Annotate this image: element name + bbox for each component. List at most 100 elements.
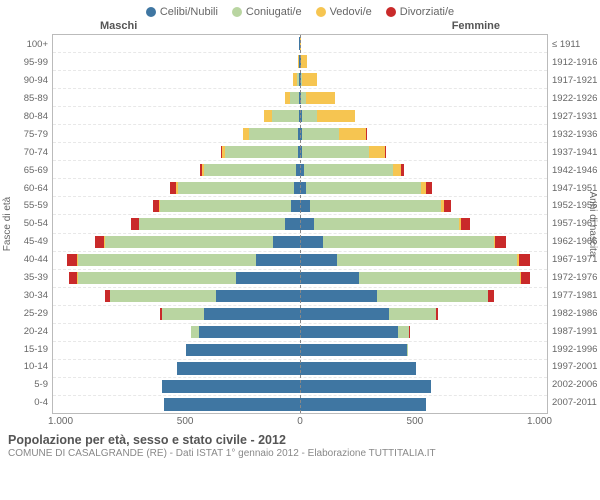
- female-bar: [300, 306, 547, 323]
- segment: [300, 200, 310, 212]
- segment: [461, 218, 470, 230]
- legend-swatch: [316, 7, 326, 17]
- male-bar: [53, 161, 300, 178]
- year-tick: 2007-2011: [552, 397, 600, 408]
- age-tick: 15-19: [0, 344, 48, 355]
- segment: [131, 218, 138, 230]
- female-bar: [300, 360, 547, 377]
- legend-item: Coniugati/e: [232, 6, 302, 18]
- segment: [488, 290, 494, 302]
- segment: [398, 326, 409, 338]
- segment: [300, 344, 407, 356]
- female-bar: [300, 107, 547, 124]
- segment: [78, 254, 256, 266]
- segment: [204, 308, 300, 320]
- segment: [323, 236, 493, 248]
- female-bar: [300, 179, 547, 196]
- segment: [160, 200, 291, 212]
- segment: [300, 290, 377, 302]
- segment: [162, 380, 300, 392]
- age-tick: 75-79: [0, 129, 48, 140]
- segment: [110, 290, 216, 302]
- segment: [178, 182, 294, 194]
- male-bar: [53, 53, 300, 70]
- year-tick: 1982-1986: [552, 308, 600, 319]
- x-tick: 500: [407, 416, 424, 427]
- segment: [273, 236, 300, 248]
- segment: [306, 182, 421, 194]
- male-header: Maschi: [100, 20, 137, 32]
- segment: [264, 110, 271, 122]
- female-bar: [300, 270, 547, 287]
- year-tick: 1977-1981: [552, 290, 600, 301]
- age-tick: 90-94: [0, 75, 48, 86]
- segment: [290, 92, 299, 104]
- legend-label: Celibi/Nubili: [160, 6, 218, 18]
- legend-item: Vedovi/e: [316, 6, 372, 18]
- female-bar: [300, 396, 547, 413]
- x-tick: 1.000: [527, 416, 552, 427]
- male-bar: [53, 324, 300, 341]
- male-bar: [53, 270, 300, 287]
- year-tick: ≤ 1911: [552, 39, 600, 50]
- segment: [389, 308, 436, 320]
- segment: [302, 128, 339, 140]
- male-bar: [53, 179, 300, 196]
- segment: [366, 128, 367, 140]
- segment: [177, 362, 301, 374]
- year-tick: 1997-2001: [552, 361, 600, 372]
- year-tick: 1927-1931: [552, 111, 600, 122]
- segment: [314, 218, 460, 230]
- year-tick: 1992-1996: [552, 344, 600, 355]
- segment: [236, 272, 300, 284]
- female-bar: [300, 234, 547, 251]
- segment: [67, 254, 77, 266]
- segment: [69, 272, 78, 284]
- segment: [436, 308, 438, 320]
- segment: [164, 398, 300, 410]
- age-tick: 80-84: [0, 111, 48, 122]
- segment: [393, 164, 402, 176]
- segment: [291, 200, 300, 212]
- legend-item: Divorziati/e: [386, 6, 454, 18]
- female-bar: [300, 53, 547, 70]
- female-bar: [300, 197, 547, 214]
- segment: [285, 218, 300, 230]
- male-bar: [53, 107, 300, 124]
- legend: Celibi/Nubili Coniugati/e Vedovi/e Divorzia…: [0, 0, 600, 20]
- male-bar: [53, 35, 300, 52]
- male-bar: [53, 360, 300, 377]
- gender-headers: Maschi Femmine: [0, 20, 600, 32]
- segment: [204, 164, 297, 176]
- segment: [359, 272, 520, 284]
- segment: [272, 110, 299, 122]
- segment: [407, 344, 408, 356]
- age-tick: 35-39: [0, 272, 48, 283]
- age-tick: 95-99: [0, 57, 48, 68]
- legend-label: Divorziati/e: [400, 6, 454, 18]
- female-header: Femmine: [452, 20, 500, 32]
- male-bar: [53, 306, 300, 323]
- segment: [317, 110, 355, 122]
- male-bar: [53, 215, 300, 232]
- age-tick: 5-9: [0, 379, 48, 390]
- male-bar: [53, 378, 300, 395]
- x-tick: 500: [177, 416, 194, 427]
- age-tick: 20-24: [0, 326, 48, 337]
- segment: [495, 236, 506, 248]
- segment: [301, 55, 307, 67]
- year-tick: 1922-1926: [552, 93, 600, 104]
- male-bar: [53, 197, 300, 214]
- female-bar: [300, 71, 547, 88]
- segment: [339, 128, 366, 140]
- segment: [139, 218, 285, 230]
- segment: [519, 254, 531, 266]
- female-bar: [300, 252, 547, 269]
- segment: [199, 326, 300, 338]
- segment: [306, 92, 336, 104]
- segment: [302, 73, 317, 85]
- x-tick: 0: [297, 416, 303, 427]
- male-bar: [53, 125, 300, 142]
- segment: [78, 272, 236, 284]
- x-axis: 1.00050005001.000: [48, 414, 552, 427]
